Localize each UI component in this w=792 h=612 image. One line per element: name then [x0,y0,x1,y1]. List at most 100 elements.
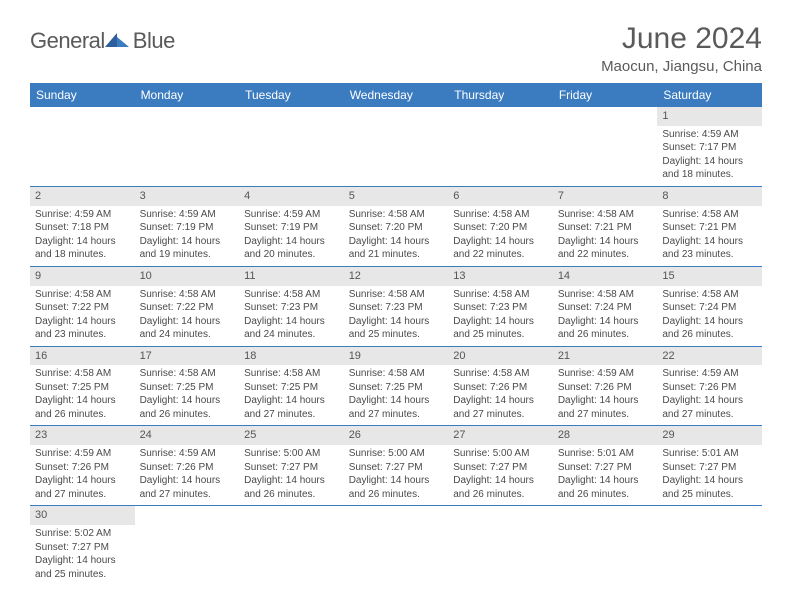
daylight-line: Daylight: 14 hours and 25 minutes. [453,315,548,342]
daylight-line: Daylight: 14 hours and 24 minutes. [140,315,235,342]
sunrise-line: Sunrise: 4:59 AM [662,128,757,142]
day-body: Sunrise: 5:00 AMSunset: 7:27 PMDaylight:… [448,445,553,505]
day-body: Sunrise: 4:58 AMSunset: 7:21 PMDaylight:… [553,206,658,266]
sunset-line: Sunset: 7:24 PM [558,301,653,315]
day-body: Sunrise: 4:59 AMSunset: 7:26 PMDaylight:… [135,445,240,505]
calendar-day-cell: 18Sunrise: 4:58 AMSunset: 7:25 PMDayligh… [239,346,344,426]
calendar-day-cell: 24Sunrise: 4:59 AMSunset: 7:26 PMDayligh… [135,426,240,506]
day-number: 25 [239,426,344,445]
sunset-line: Sunset: 7:19 PM [244,221,339,235]
day-body: Sunrise: 4:58 AMSunset: 7:25 PMDaylight:… [239,365,344,425]
day-number: 5 [344,187,449,206]
day-number: 24 [135,426,240,445]
day-body: Sunrise: 4:59 AMSunset: 7:19 PMDaylight:… [135,206,240,266]
daylight-line: Daylight: 14 hours and 25 minutes. [349,315,444,342]
day-number: 27 [448,426,553,445]
calendar-week-row: 2Sunrise: 4:59 AMSunset: 7:18 PMDaylight… [30,186,762,266]
calendar-day-cell: 23Sunrise: 4:59 AMSunset: 7:26 PMDayligh… [30,426,135,506]
sunset-line: Sunset: 7:18 PM [35,221,130,235]
brand-logo: General Blue [30,28,175,54]
day-number: 3 [135,187,240,206]
day-number: 29 [657,426,762,445]
sunset-line: Sunset: 7:27 PM [349,461,444,475]
daylight-line: Daylight: 14 hours and 27 minutes. [140,474,235,501]
day-number: 17 [135,347,240,366]
sunset-line: Sunset: 7:23 PM [349,301,444,315]
sunrise-line: Sunrise: 4:58 AM [453,367,548,381]
daylight-line: Daylight: 14 hours and 26 minutes. [558,315,653,342]
calendar-day-cell: 14Sunrise: 4:58 AMSunset: 7:24 PMDayligh… [553,266,658,346]
daylight-line: Daylight: 14 hours and 26 minutes. [349,474,444,501]
sunrise-line: Sunrise: 4:59 AM [662,367,757,381]
sunset-line: Sunset: 7:27 PM [558,461,653,475]
calendar-day-cell: 27Sunrise: 5:00 AMSunset: 7:27 PMDayligh… [448,426,553,506]
calendar-empty-cell [657,506,762,585]
sunrise-line: Sunrise: 4:58 AM [453,288,548,302]
calendar-week-row: 23Sunrise: 4:59 AMSunset: 7:26 PMDayligh… [30,426,762,506]
calendar-day-cell: 22Sunrise: 4:59 AMSunset: 7:26 PMDayligh… [657,346,762,426]
sunrise-line: Sunrise: 4:58 AM [349,288,444,302]
sunrise-line: Sunrise: 4:58 AM [140,367,235,381]
calendar-empty-cell [239,107,344,186]
title-block: June 2024 Maocun, Jiangsu, China [601,22,762,75]
sunset-line: Sunset: 7:26 PM [558,381,653,395]
day-body: Sunrise: 4:58 AMSunset: 7:20 PMDaylight:… [344,206,449,266]
daylight-line: Daylight: 14 hours and 24 minutes. [244,315,339,342]
calendar-day-cell: 20Sunrise: 4:58 AMSunset: 7:26 PMDayligh… [448,346,553,426]
day-number: 28 [553,426,658,445]
calendar-table: SundayMondayTuesdayWednesdayThursdayFrid… [30,83,762,585]
calendar-day-cell: 25Sunrise: 5:00 AMSunset: 7:27 PMDayligh… [239,426,344,506]
sunrise-line: Sunrise: 4:58 AM [35,367,130,381]
day-body: Sunrise: 4:59 AMSunset: 7:26 PMDaylight:… [553,365,658,425]
sunrise-line: Sunrise: 4:59 AM [35,208,130,222]
day-number: 23 [30,426,135,445]
day-body: Sunrise: 4:58 AMSunset: 7:23 PMDaylight:… [448,286,553,346]
day-number: 14 [553,267,658,286]
day-body: Sunrise: 5:00 AMSunset: 7:27 PMDaylight:… [239,445,344,505]
calendar-empty-cell [30,107,135,186]
day-body: Sunrise: 5:02 AMSunset: 7:27 PMDaylight:… [30,525,135,585]
calendar-empty-cell [448,506,553,585]
daylight-line: Daylight: 14 hours and 27 minutes. [453,394,548,421]
sunset-line: Sunset: 7:27 PM [35,541,130,555]
day-number: 7 [553,187,658,206]
daylight-line: Daylight: 14 hours and 27 minutes. [244,394,339,421]
day-body: Sunrise: 4:58 AMSunset: 7:24 PMDaylight:… [553,286,658,346]
calendar-empty-cell [448,107,553,186]
calendar-week-row: 30Sunrise: 5:02 AMSunset: 7:27 PMDayligh… [30,506,762,585]
calendar-empty-cell [135,107,240,186]
brand-text-1: General [30,28,105,54]
daylight-line: Daylight: 14 hours and 27 minutes. [349,394,444,421]
calendar-day-cell: 1Sunrise: 4:59 AMSunset: 7:17 PMDaylight… [657,107,762,186]
day-number: 4 [239,187,344,206]
daylight-line: Daylight: 14 hours and 23 minutes. [662,235,757,262]
calendar-body: 1Sunrise: 4:59 AMSunset: 7:17 PMDaylight… [30,107,762,585]
daylight-line: Daylight: 14 hours and 26 minutes. [453,474,548,501]
day-number: 20 [448,347,553,366]
flag-icon [105,31,131,49]
weekday-header: Monday [135,83,240,107]
sunrise-line: Sunrise: 4:58 AM [349,208,444,222]
daylight-line: Daylight: 14 hours and 26 minutes. [558,474,653,501]
day-number: 8 [657,187,762,206]
sunrise-line: Sunrise: 4:58 AM [35,288,130,302]
daylight-line: Daylight: 14 hours and 21 minutes. [349,235,444,262]
calendar-day-cell: 11Sunrise: 4:58 AMSunset: 7:23 PMDayligh… [239,266,344,346]
day-body: Sunrise: 4:58 AMSunset: 7:23 PMDaylight:… [239,286,344,346]
sunrise-line: Sunrise: 4:59 AM [35,447,130,461]
sunset-line: Sunset: 7:23 PM [244,301,339,315]
sunset-line: Sunset: 7:22 PM [35,301,130,315]
day-number: 6 [448,187,553,206]
sunset-line: Sunset: 7:20 PM [349,221,444,235]
sunrise-line: Sunrise: 4:58 AM [140,288,235,302]
sunset-line: Sunset: 7:27 PM [662,461,757,475]
sunrise-line: Sunrise: 4:59 AM [140,447,235,461]
daylight-line: Daylight: 14 hours and 26 minutes. [244,474,339,501]
day-body: Sunrise: 4:58 AMSunset: 7:21 PMDaylight:… [657,206,762,266]
weekday-header: Sunday [30,83,135,107]
day-number: 16 [30,347,135,366]
day-body: Sunrise: 4:58 AMSunset: 7:22 PMDaylight:… [135,286,240,346]
sunset-line: Sunset: 7:26 PM [35,461,130,475]
day-number: 1 [657,107,762,126]
sunrise-line: Sunrise: 5:00 AM [349,447,444,461]
